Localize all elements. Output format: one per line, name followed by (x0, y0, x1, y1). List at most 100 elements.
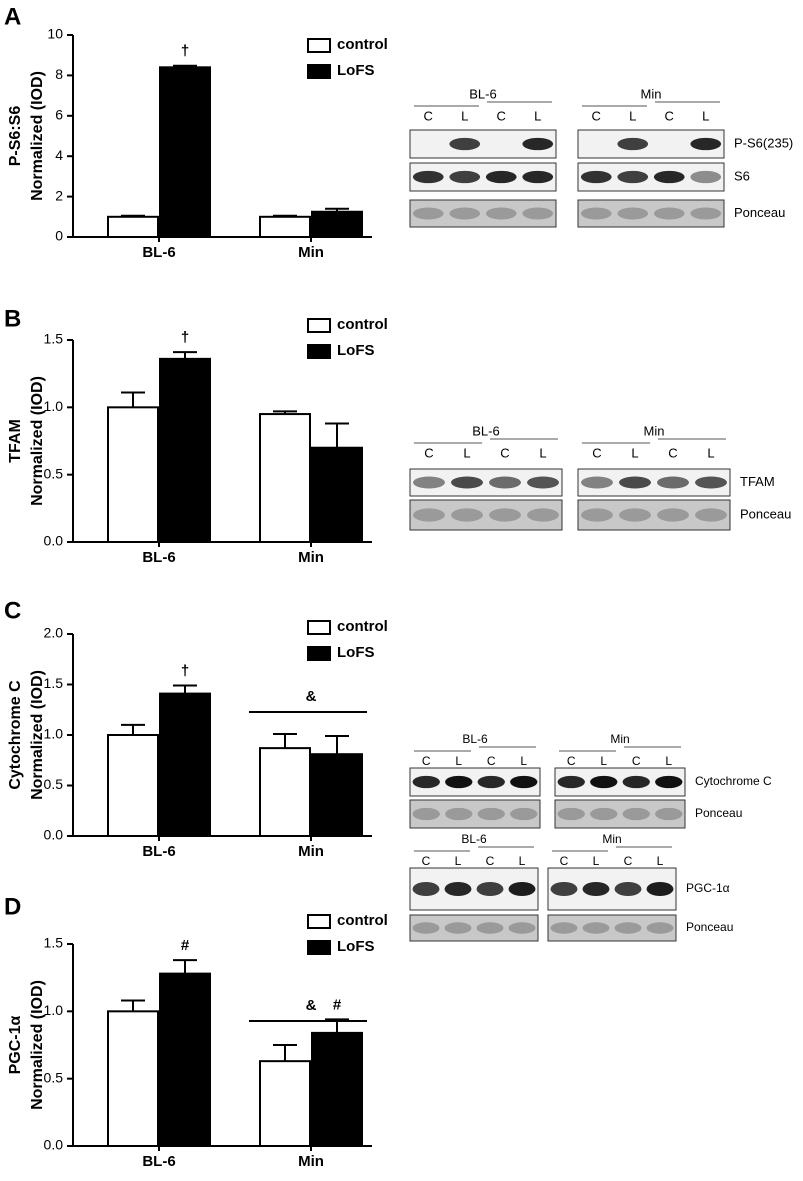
blot-lane-label: C (422, 754, 431, 768)
legend-label: control (337, 36, 388, 53)
y-tick-label: 1.0 (44, 1002, 64, 1018)
blot-band (580, 207, 612, 220)
blot-lane-label: L (665, 754, 672, 768)
blot-band (485, 170, 517, 184)
blot-band (622, 775, 650, 789)
legend-swatch (307, 620, 331, 635)
panel-letter: D (4, 893, 21, 920)
blot-band (527, 508, 559, 522)
blot-band (413, 476, 445, 489)
blot-band (655, 807, 683, 821)
blot-band (412, 170, 444, 184)
blot-band (590, 775, 618, 789)
panel-letter: C (4, 597, 21, 624)
error-bar (173, 351, 197, 359)
blot-lane-label: C (632, 754, 641, 768)
blot-band (412, 207, 444, 220)
blot-band (444, 882, 472, 896)
legend-swatch (307, 646, 331, 661)
blot-band (445, 807, 473, 821)
blot-band (508, 922, 536, 934)
bar (107, 406, 159, 544)
blot-row-label: P-S6(235) (734, 135, 793, 150)
blot-row-label: Cytochrome C (695, 774, 772, 788)
y-tick-label: 4 (55, 147, 63, 163)
blot-band (510, 775, 538, 789)
error-bar (273, 214, 297, 217)
y-tick-label: 8 (55, 66, 63, 82)
blot-lane-label: L (631, 445, 638, 460)
panel-letter: B (4, 305, 21, 332)
y-axis-label: TFAM (7, 419, 24, 463)
error-bar (325, 207, 349, 212)
blot-band (617, 137, 649, 151)
blot-strip (409, 914, 539, 942)
y-axis-label: Normalized (IOD) (29, 71, 46, 201)
blot-group-label: Min (610, 732, 629, 746)
blot-band (657, 508, 689, 522)
blot-band (557, 807, 585, 821)
bar (159, 66, 211, 238)
blot-lane-label: L (600, 754, 607, 768)
blot-band (485, 207, 517, 220)
blot-band (449, 137, 481, 151)
blot-group-label: Min (641, 86, 662, 101)
blot-band (476, 882, 504, 896)
y-tick-label: 0.5 (44, 465, 64, 481)
blot-group-label: Min (602, 832, 621, 846)
legend-swatch (307, 318, 331, 333)
blot-band (657, 476, 689, 489)
blot-group-label: BL-6 (462, 732, 488, 746)
legend-swatch (307, 914, 331, 929)
annotation: # (181, 937, 190, 954)
blot-band (619, 508, 651, 522)
annotation: # (333, 996, 342, 1013)
blot-lane-label: L (539, 445, 546, 460)
blot-band (550, 922, 578, 934)
error-bar (325, 735, 349, 755)
blot-lane-label: C (592, 445, 601, 460)
blot-band (508, 882, 536, 896)
annotation: † (181, 329, 189, 346)
blot-band (476, 922, 504, 934)
blot-band (581, 508, 613, 522)
error-bar (273, 1044, 297, 1062)
blot-strip (577, 199, 725, 228)
blot-band (412, 922, 440, 934)
bar (107, 1010, 159, 1147)
error-bar (173, 64, 197, 68)
y-tick-label: 0.0 (44, 533, 64, 549)
blot-lane-label: L (455, 854, 462, 868)
blot-lane-label: L (593, 854, 600, 868)
blot-band (510, 807, 538, 821)
blot-strip (554, 799, 686, 829)
blot-band (582, 882, 610, 896)
bar (259, 747, 311, 838)
legend-swatch (307, 344, 331, 359)
bar (159, 972, 211, 1147)
x-tick-label: Min (298, 549, 324, 566)
blot-lane-label: C (592, 108, 601, 123)
blot-band (646, 922, 674, 934)
x-tick-label: BL-6 (142, 1153, 175, 1170)
y-axis-label: Normalized (IOD) (29, 670, 46, 800)
blot-strip (409, 799, 541, 829)
blot-band (622, 807, 650, 821)
error-bar (121, 999, 145, 1012)
blot-band (614, 882, 642, 896)
blot-lane-label: C (567, 754, 576, 768)
blot-band (449, 207, 481, 220)
y-tick-label: 6 (55, 107, 63, 123)
bar (259, 215, 311, 239)
error-bar (325, 422, 349, 448)
y-tick-label: 0 (55, 228, 63, 244)
blot-lane-label: L (629, 108, 636, 123)
bar (159, 692, 211, 838)
error-bar (273, 732, 297, 749)
blot-band (449, 170, 481, 184)
blot-lane-label: C (424, 108, 433, 123)
x-tick-label: Min (298, 244, 324, 261)
error-bar (121, 214, 145, 217)
error-bar (273, 410, 297, 415)
y-tick-label: 1.5 (44, 331, 64, 347)
